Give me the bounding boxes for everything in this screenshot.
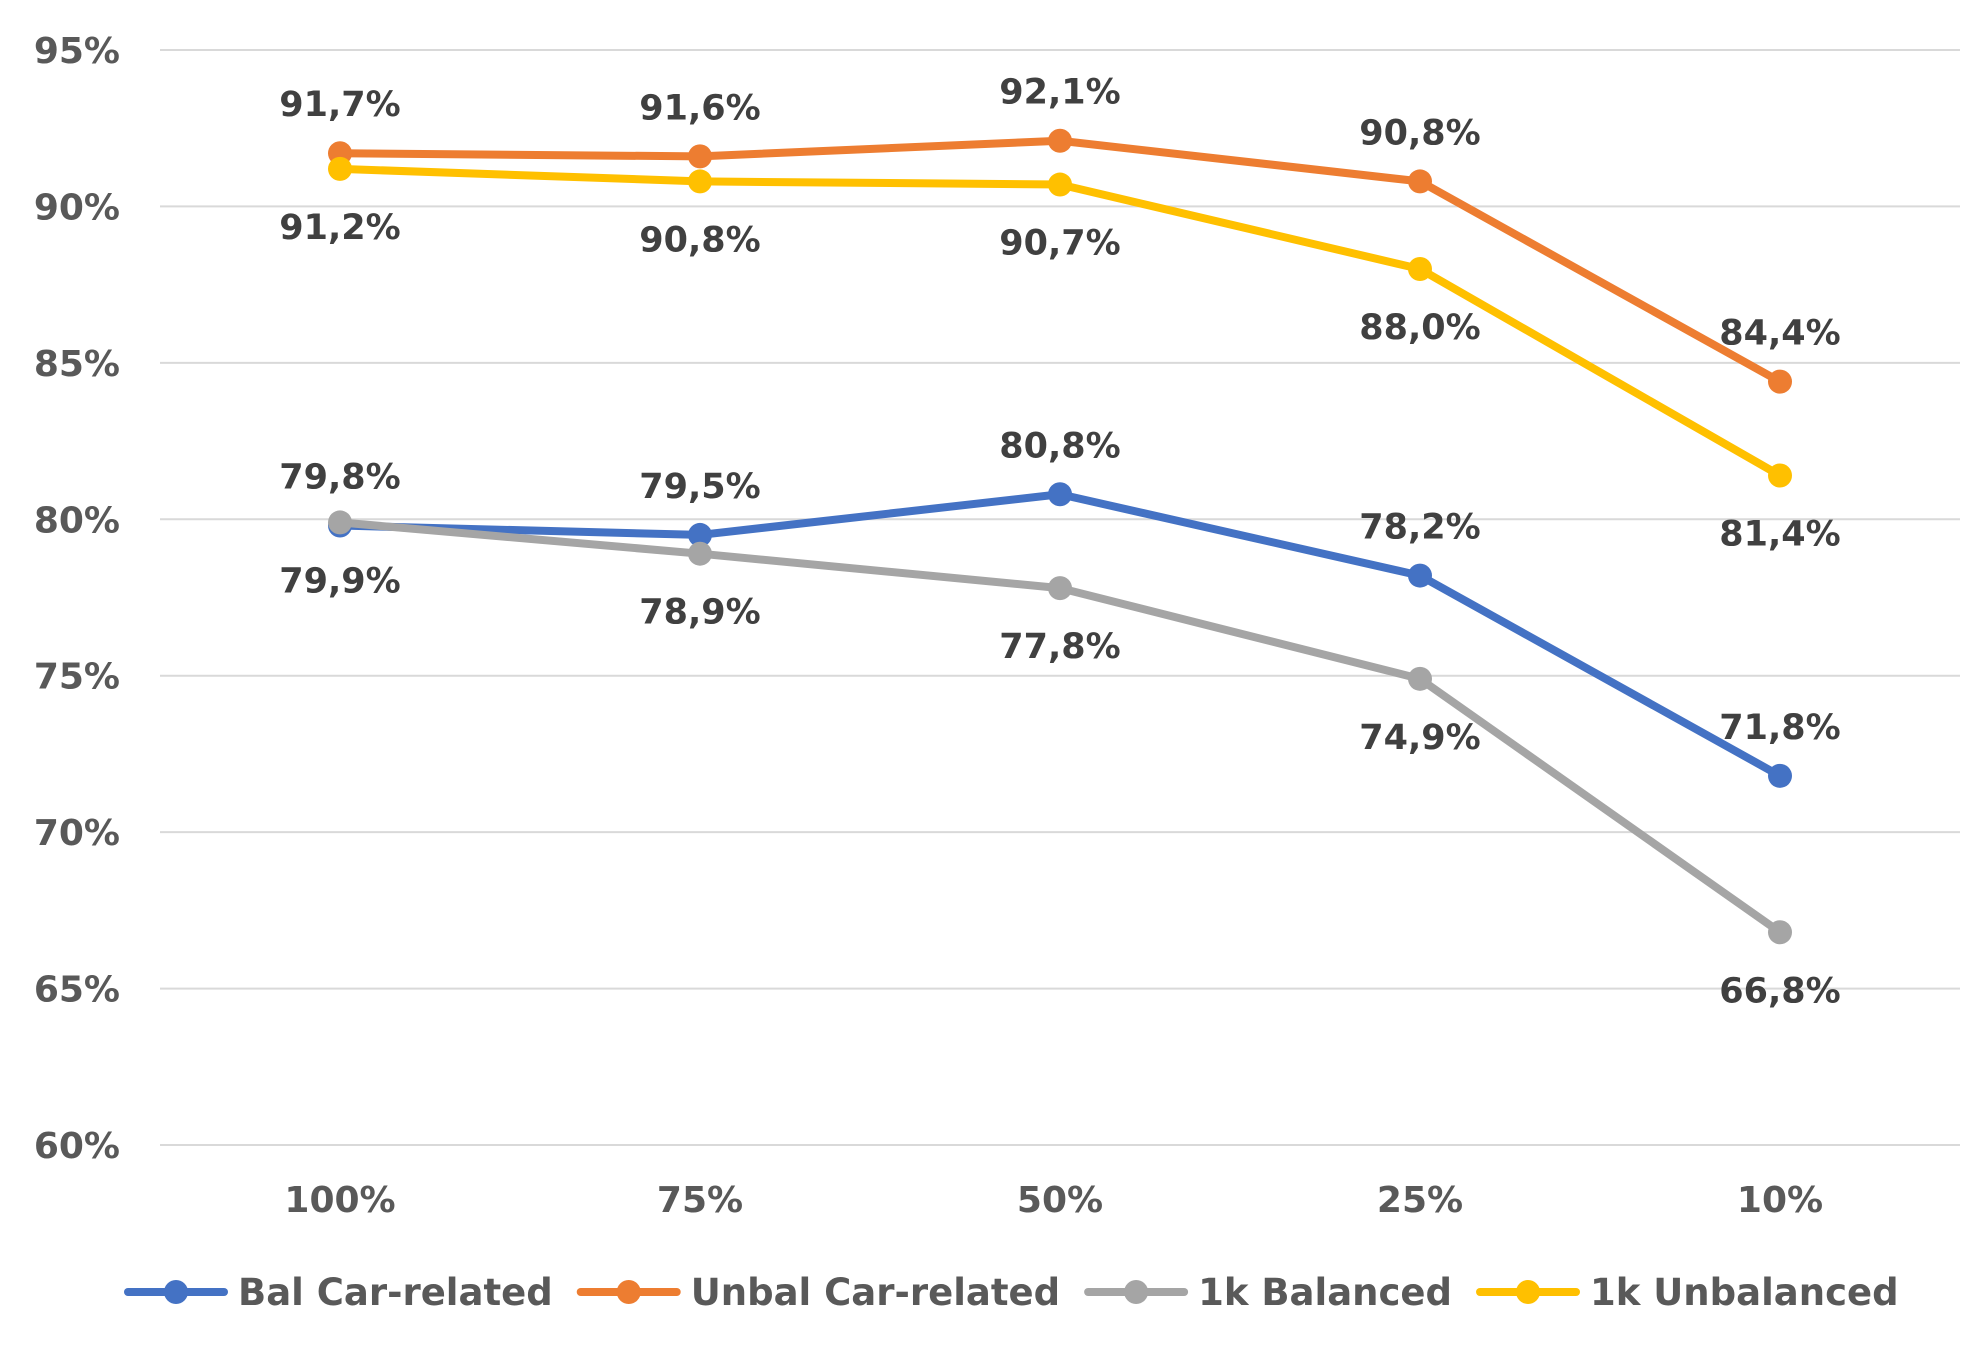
- legend-label: 1k Balanced: [1198, 1271, 1452, 1314]
- legend-item: Bal Car-related: [124, 1271, 553, 1314]
- x-axis-tick-labels: 100% 75% 50% 25% 10%: [284, 1180, 1823, 1221]
- y-tick-label: 75%: [34, 657, 120, 698]
- data-label: 79,8%: [279, 458, 400, 498]
- y-tick-label: 65%: [34, 970, 120, 1011]
- legend-label: Unbal Car-related: [691, 1271, 1060, 1314]
- x-tick-label: 10%: [1737, 1180, 1823, 1221]
- legend-marker-dot: [164, 1280, 188, 1304]
- data-label: 91,6%: [639, 88, 760, 128]
- y-tick-label: 80%: [34, 500, 120, 541]
- x-tick-label: 75%: [657, 1180, 743, 1221]
- data-label: 66,8%: [1719, 971, 1840, 1011]
- legend-marker-dot: [1124, 1280, 1149, 1304]
- data-point: [1408, 666, 1432, 691]
- data-point: [1048, 128, 1072, 153]
- data-point: [1048, 482, 1072, 507]
- data-labels: 79,8% 79,5% 80,8% 78,2% 71,8% 91,7% 91,6% 92,1%…: [279, 73, 1840, 1012]
- data-point: [688, 169, 712, 194]
- data-label: 78,2%: [1359, 508, 1480, 548]
- gridlines: [160, 49, 1960, 1146]
- data-label: 92,1%: [999, 73, 1120, 113]
- data-label: 90,8%: [639, 220, 760, 260]
- legend: Bal Car-related Unbal Car-related 1k Balan…: [124, 1271, 1899, 1314]
- legend-item: 1k Unbalanced: [1476, 1271, 1899, 1314]
- data-label: 71,8%: [1719, 708, 1840, 748]
- legend-label: Bal Car-related: [238, 1271, 553, 1314]
- data-label: 79,5%: [639, 467, 760, 507]
- data-label: 84,4%: [1719, 314, 1840, 354]
- data-point: [1408, 257, 1432, 281]
- y-axis-tick-labels: 60% 65% 70% 75% 80% 85% 90% 95%: [34, 31, 120, 1167]
- data-point: [688, 144, 712, 169]
- data-point: [328, 156, 352, 181]
- data-label: 81,4%: [1719, 514, 1840, 554]
- legend-marker-dot: [616, 1280, 641, 1304]
- data-point: [1768, 920, 1792, 945]
- data-point: [1768, 369, 1792, 394]
- data-point: [1768, 763, 1792, 788]
- y-tick-label: 60%: [34, 1126, 120, 1167]
- data-label: 91,2%: [279, 208, 400, 248]
- data-label: 90,8%: [1359, 113, 1480, 153]
- data-point: [328, 510, 352, 535]
- series-lines: [328, 128, 1792, 945]
- x-tick-label: 100%: [284, 1180, 395, 1221]
- series-unbal-car-related: [328, 128, 1792, 394]
- data-label: 91,7%: [279, 85, 400, 125]
- data-point: [1768, 463, 1792, 488]
- y-tick-label: 90%: [34, 187, 120, 228]
- data-point: [1408, 169, 1432, 194]
- legend-item: 1k Balanced: [1084, 1271, 1452, 1314]
- legend-label: 1k Unbalanced: [1590, 1271, 1899, 1314]
- data-label: 74,9%: [1359, 718, 1480, 758]
- data-label: 88,0%: [1359, 308, 1480, 348]
- legend-marker-dot: [1516, 1280, 1541, 1304]
- data-point: [688, 541, 712, 566]
- data-label: 80,8%: [999, 426, 1120, 466]
- x-tick-label: 50%: [1017, 1180, 1103, 1221]
- series-1k-balanced: [328, 510, 1792, 945]
- data-label: 77,8%: [999, 627, 1120, 667]
- data-point: [1408, 563, 1432, 588]
- data-label: 90,7%: [999, 224, 1120, 264]
- data-point: [1048, 576, 1072, 601]
- data-label: 78,9%: [639, 593, 760, 633]
- data-point: [688, 522, 712, 547]
- y-tick-label: 95%: [34, 31, 120, 72]
- y-tick-label: 70%: [34, 813, 120, 854]
- y-tick-label: 85%: [34, 344, 120, 385]
- data-point: [1048, 172, 1072, 197]
- x-tick-label: 25%: [1377, 1180, 1463, 1221]
- data-label: 79,9%: [279, 561, 400, 601]
- legend-item: Unbal Car-related: [576, 1271, 1060, 1314]
- series-1k-unbalanced: [328, 156, 1792, 488]
